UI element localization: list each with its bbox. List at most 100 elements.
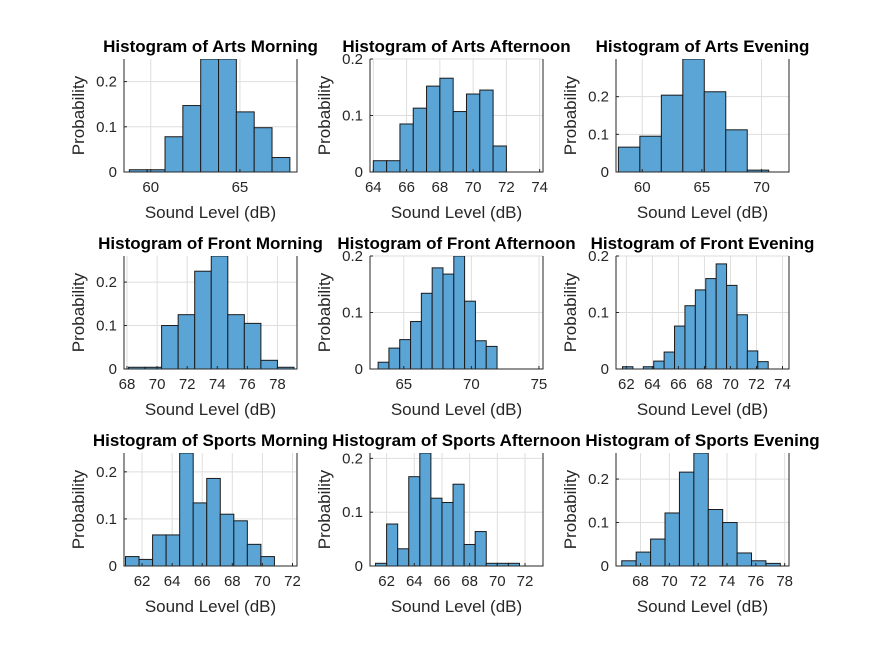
y-tick-label: 0.2 [342, 248, 363, 265]
x-tick-label: 64 [365, 179, 382, 196]
y-tick-label: 0.2 [96, 74, 117, 91]
y-tick-label: 0.1 [96, 511, 117, 528]
x-tick-label: 64 [406, 573, 423, 590]
y-tick-label: 0 [601, 361, 609, 378]
histogram-bar [399, 123, 414, 172]
x-tick-label: 70 [465, 179, 482, 196]
histogram-bar [219, 513, 235, 566]
x-tick-label: 68 [432, 179, 449, 196]
histogram-bar [397, 548, 410, 566]
y-tick-label: 0 [355, 558, 363, 575]
histogram-bar [707, 509, 724, 566]
histogram-bar [386, 523, 399, 566]
x-axis-label: Sound Level (dB) [391, 597, 522, 616]
histogram-bar [452, 111, 467, 172]
x-axis-label: Sound Level (dB) [637, 203, 768, 222]
histogram-bar [138, 558, 154, 566]
x-tick-label: 78 [269, 376, 286, 393]
histogram-bar [479, 89, 494, 172]
histogram-bar [206, 477, 221, 566]
histogram-bar [751, 560, 767, 566]
y-tick-label: 0.1 [342, 504, 363, 521]
histogram-bar [210, 256, 229, 369]
histogram-bar [617, 146, 641, 172]
histogram-bar [474, 531, 487, 566]
histogram-bar [465, 93, 481, 172]
histogram-bar [192, 502, 208, 566]
histogram-bar [260, 556, 275, 566]
histogram-bar [726, 284, 738, 369]
x-tick-label: 68 [696, 376, 713, 393]
x-axis-label: Sound Level (dB) [637, 400, 768, 419]
chart-title: Histogram of Front Evening [591, 234, 815, 253]
histogram-panel: 68 70 72 74 76 78 0 0.1 0.2 Histogram of Sports E… [561, 431, 820, 616]
axes-frame [123, 256, 298, 370]
histogram-bar [412, 107, 428, 172]
histogram-bar [736, 552, 753, 566]
x-tick-label: 72 [517, 573, 534, 590]
x-tick-label: 74 [774, 376, 791, 393]
bar-group [617, 59, 770, 172]
histogram-bar [125, 556, 140, 566]
x-tick-label: 60 [142, 179, 159, 196]
x-tick-label: 70 [489, 573, 506, 590]
histogram-bar [441, 502, 454, 566]
y-axis-label: Probability [561, 272, 580, 352]
x-tick-label: 62 [618, 376, 635, 393]
histogram-bar [260, 359, 278, 369]
x-tick-label: 62 [378, 573, 395, 590]
x-tick-label: 72 [748, 376, 765, 393]
y-tick-label: 0 [109, 164, 117, 181]
histogram-bar [246, 543, 262, 566]
histogram-bar [492, 145, 507, 172]
histogram-bar [715, 263, 728, 369]
histogram-bar [722, 522, 738, 566]
y-tick-label: 0.2 [342, 51, 363, 68]
histogram-bar [431, 267, 444, 369]
histogram-bar [693, 453, 709, 566]
x-tick-label: 65 [395, 376, 412, 393]
histogram-bar [703, 91, 727, 172]
histogram-bar [218, 59, 237, 172]
histogram-bar [408, 476, 421, 566]
y-tick-label: 0.1 [342, 305, 363, 322]
histogram-bar [164, 136, 184, 172]
histogram-panel: 68 70 72 74 76 78 0 0.1 0.2 Histogram of Front Mo… [69, 234, 323, 419]
x-tick-label: 60 [634, 179, 651, 196]
histogram-bar [439, 77, 454, 172]
bar-group [621, 453, 781, 566]
histogram-bar [639, 135, 662, 172]
y-tick-label: 0.1 [342, 108, 363, 125]
bar-group [375, 453, 520, 566]
histogram-bar [674, 325, 686, 369]
x-axis-label: Sound Level (dB) [145, 400, 276, 419]
x-tick-label: 68 [224, 573, 241, 590]
histogram-bar [635, 551, 652, 566]
x-tick-label: 72 [498, 179, 515, 196]
y-axis-label: Probability [69, 75, 88, 155]
histogram-bar [463, 543, 476, 566]
y-tick-label: 0.2 [342, 450, 363, 467]
chart-title: Histogram of Arts Afternoon [342, 37, 570, 56]
y-axis-label: Probability [315, 75, 334, 155]
y-axis-label: Probability [315, 469, 334, 549]
histogram-panel: 60 65 70 0 0.1 0.2 Histogram of Arts Evening So… [561, 37, 809, 222]
x-tick-label: 62 [134, 573, 151, 590]
y-axis-label: Probability [69, 272, 88, 352]
histogram-bar [419, 453, 432, 566]
histogram-bar [736, 314, 748, 369]
histogram-bar [410, 321, 422, 369]
histogram-bar [194, 270, 212, 369]
histogram-bar [746, 169, 770, 172]
x-axis-label: Sound Level (dB) [637, 597, 768, 616]
histogram-bar [464, 300, 476, 369]
y-axis-label: Probability [561, 75, 580, 155]
x-tick-label: 72 [179, 376, 196, 393]
x-tick-label: 76 [747, 573, 764, 590]
y-tick-label: 0.1 [588, 126, 609, 143]
histogram-bar [177, 314, 196, 369]
x-axis-label: Sound Level (dB) [145, 203, 276, 222]
